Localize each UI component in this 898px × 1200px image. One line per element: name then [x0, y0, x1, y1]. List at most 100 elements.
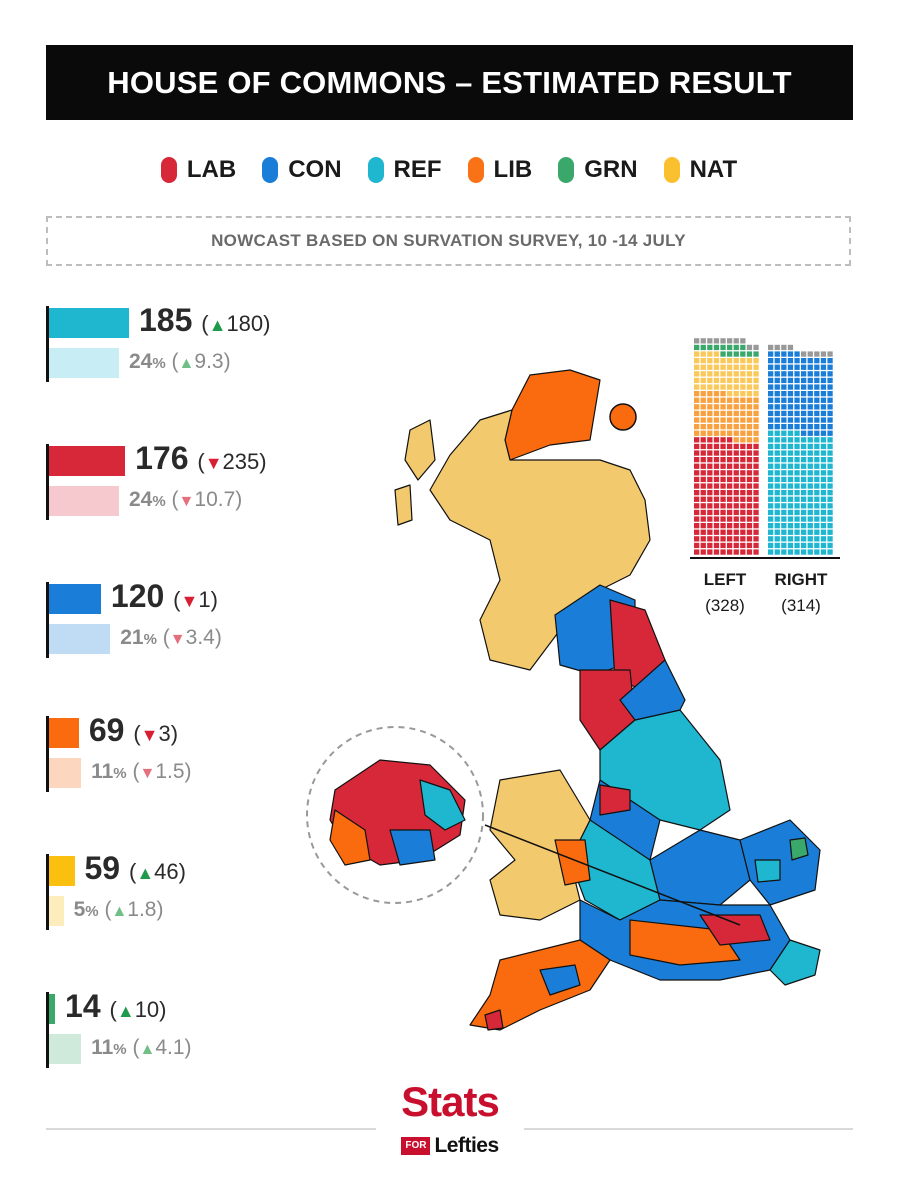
right-seat-cell — [807, 430, 813, 436]
left-seat-cell — [720, 384, 726, 390]
right-seat-cell — [781, 470, 787, 476]
left-seat-cell — [713, 536, 720, 542]
left-seat-cell — [694, 496, 700, 502]
legend-label: REF — [393, 156, 442, 183]
vote-bar — [49, 758, 82, 788]
right-seat-cell — [814, 490, 820, 496]
right-seat-cell — [827, 476, 833, 483]
right-seat-cell — [820, 536, 827, 542]
left-seat-cell — [700, 463, 706, 469]
map-region-scotland — [429, 409, 651, 671]
bar-axis — [46, 444, 49, 520]
map-inset-london-lib — [329, 809, 371, 866]
right-seat-cell — [807, 496, 813, 502]
left-seat-cell — [746, 509, 753, 516]
seat-change: (▼3) — [133, 721, 179, 746]
right-seat-cell — [801, 364, 807, 370]
right-seat-cell — [787, 463, 794, 469]
right-seat-cell — [801, 542, 807, 549]
right-seat-cell — [801, 397, 807, 403]
right-seat-cell — [774, 384, 780, 390]
left-seat-cell — [713, 417, 720, 423]
right-seat-cell — [774, 358, 780, 364]
right-seat-cell — [820, 470, 827, 476]
left-seat-cell — [700, 516, 706, 522]
seat-bar — [49, 856, 75, 886]
left-seat-cell — [727, 529, 733, 535]
right-seat-cell — [814, 364, 820, 370]
right-seat-cell — [820, 417, 827, 423]
map-region-london — [699, 914, 771, 946]
right-seat-cell — [794, 371, 800, 377]
seat-change: (▲46) — [128, 859, 186, 884]
right-seat-cell — [814, 424, 820, 430]
left-seat-cell — [720, 542, 726, 549]
right-seat-cell — [787, 430, 794, 436]
right-seat-cell — [801, 523, 807, 529]
legend-item-ref: REF — [367, 156, 442, 184]
right-seat-cell — [827, 483, 833, 489]
right-seat-cell — [820, 404, 827, 410]
left-seat-cell — [727, 443, 733, 450]
left-seat-cell — [727, 430, 733, 436]
left-seat-cell — [707, 509, 713, 516]
right-seat-cell — [814, 397, 820, 403]
right-seat-cell — [794, 377, 800, 384]
left-seat-cell — [746, 397, 753, 403]
map-region-cambridge — [754, 859, 781, 883]
left-seat-cell — [753, 476, 759, 483]
right-seat-cell — [781, 430, 787, 436]
right-seat-cell — [801, 377, 807, 384]
right-seat-cell — [787, 450, 794, 456]
left-seat-cell — [727, 470, 733, 476]
logo-stats: Stats — [401, 1078, 500, 1125]
right-seat-cell — [801, 358, 807, 364]
left-seat-cell — [746, 443, 753, 450]
left-seat-cell — [733, 516, 739, 522]
map-region-kent — [769, 939, 821, 986]
right-seat-cell — [794, 364, 800, 370]
left-seat-cell — [740, 503, 746, 509]
right-seat-cell — [820, 457, 827, 463]
right-seat-cell — [787, 542, 794, 549]
left-seat-cell — [727, 496, 733, 502]
right-seat-cell — [774, 391, 780, 397]
right-seat-cell — [787, 529, 794, 535]
left-seat-cell — [707, 404, 713, 410]
left-seat-cell — [707, 549, 713, 555]
left-seat-cell — [733, 371, 739, 377]
bloc-left-count: (328) — [705, 596, 745, 615]
left-seat-cell — [733, 358, 739, 364]
map-region-norwich — [789, 837, 809, 861]
left-seat-cell — [733, 529, 739, 535]
seat-label: 14 (▲10) — [65, 988, 166, 1025]
right-seat-cell — [820, 437, 827, 443]
right-seat-cell — [774, 450, 780, 456]
right-seat-cell — [774, 470, 780, 476]
left-seat-cell — [727, 503, 733, 509]
left-seat-cell — [727, 351, 733, 357]
right-seat-cell — [787, 536, 794, 542]
right-seat-cell — [787, 496, 794, 502]
right-seat-cell — [794, 437, 800, 443]
party-row-grn: 14 (▲10) 11% (▲4.1) — [46, 988, 386, 1072]
right-seat-cell — [814, 529, 820, 535]
left-seat-cell — [700, 384, 706, 390]
right-seat-cell — [768, 404, 774, 410]
left-seat-cell — [733, 430, 739, 436]
right-seat-cell — [807, 470, 813, 476]
right-seat-cell — [768, 417, 774, 423]
right-seat-cell — [820, 450, 827, 456]
left-seat-cell — [746, 364, 753, 370]
right-seat-cell — [787, 549, 794, 555]
right-seat-cell — [781, 351, 787, 357]
left-seat-cell — [740, 470, 746, 476]
vote-bar — [49, 896, 64, 926]
right-seat-cell — [807, 384, 813, 390]
left-seat-cell — [694, 430, 700, 436]
bloc-right-label: RIGHT — [774, 570, 828, 589]
left-seat-cell — [746, 542, 753, 549]
right-seat-cell — [774, 344, 780, 351]
right-seat-cell — [774, 364, 780, 370]
right-seat-cell — [787, 523, 794, 529]
